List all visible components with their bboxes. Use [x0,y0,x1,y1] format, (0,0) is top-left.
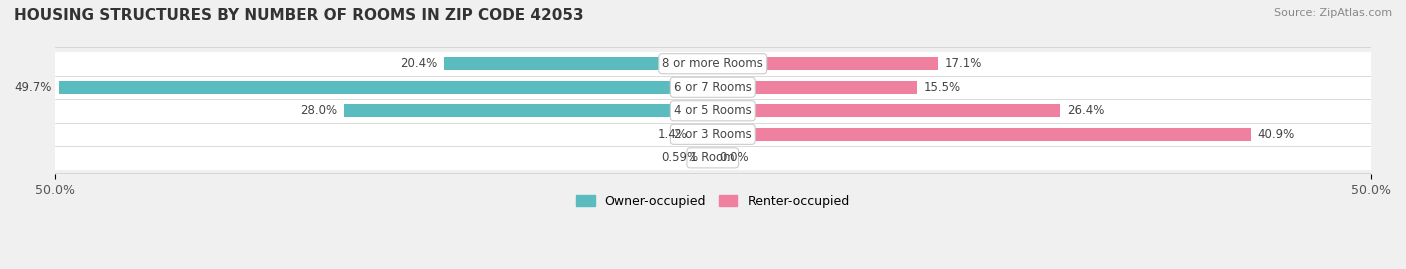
Text: 8 or more Rooms: 8 or more Rooms [662,57,763,70]
Text: 49.7%: 49.7% [14,81,52,94]
Bar [695,128,713,141]
Text: 1 Room: 1 Room [690,151,735,164]
Text: HOUSING STRUCTURES BY NUMBER OF ROOMS IN ZIP CODE 42053: HOUSING STRUCTURES BY NUMBER OF ROOMS IN… [14,8,583,23]
Bar [55,76,1371,99]
Text: 6 or 7 Rooms: 6 or 7 Rooms [673,81,752,94]
Text: 26.4%: 26.4% [1067,104,1104,117]
Bar [713,81,917,94]
Text: 2 or 3 Rooms: 2 or 3 Rooms [673,128,752,141]
Text: 28.0%: 28.0% [301,104,337,117]
Bar [704,151,713,164]
Bar [713,128,1251,141]
Bar [55,146,1371,169]
Bar [55,99,1371,123]
Bar [55,52,1371,76]
Text: 40.9%: 40.9% [1258,128,1295,141]
Bar [55,123,1371,146]
Text: 20.4%: 20.4% [401,57,437,70]
Text: Source: ZipAtlas.com: Source: ZipAtlas.com [1274,8,1392,18]
Text: 15.5%: 15.5% [924,81,960,94]
Bar [344,104,713,117]
Text: 17.1%: 17.1% [945,57,981,70]
Legend: Owner-occupied, Renter-occupied: Owner-occupied, Renter-occupied [571,190,855,213]
Text: 1.4%: 1.4% [658,128,688,141]
Text: 0.0%: 0.0% [720,151,749,164]
Text: 4 or 5 Rooms: 4 or 5 Rooms [673,104,752,117]
Bar [713,104,1060,117]
Bar [444,57,713,70]
Text: 0.59%: 0.59% [661,151,699,164]
Bar [713,57,938,70]
Bar [59,81,713,94]
